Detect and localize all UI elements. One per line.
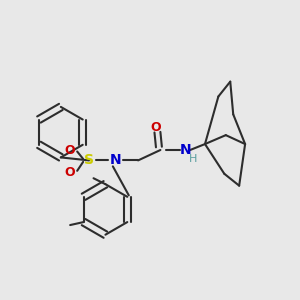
Text: H: H xyxy=(189,154,197,164)
Text: N: N xyxy=(110,153,122,167)
Text: O: O xyxy=(64,143,75,157)
Text: S: S xyxy=(84,153,94,167)
Text: O: O xyxy=(64,166,75,179)
Text: N: N xyxy=(180,143,191,157)
Text: O: O xyxy=(151,121,161,134)
